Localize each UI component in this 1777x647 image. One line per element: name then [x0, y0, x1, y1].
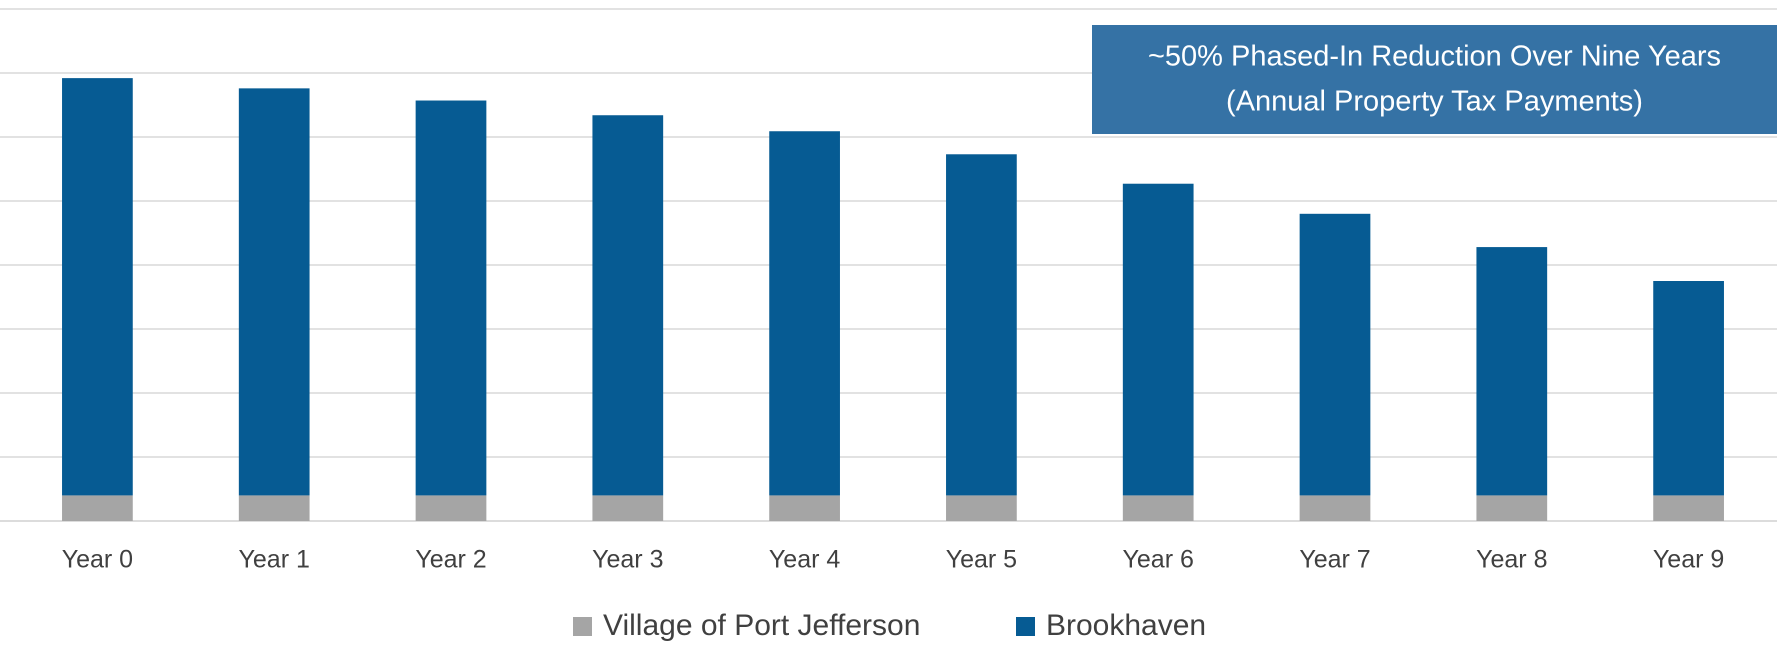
annotation-box	[1092, 25, 1777, 134]
bar-segment	[238, 495, 310, 521]
x-tick-label: Year 2	[415, 546, 486, 574]
annotation-text: (Annual Property Tax Payments)	[1226, 86, 1643, 118]
x-tick-label: Year 7	[1299, 546, 1370, 574]
x-tick-label: Year 4	[769, 546, 840, 574]
x-tick-label: Year 8	[1476, 546, 1547, 574]
legend-label: Brookhaven	[1046, 609, 1206, 642]
bar-segment	[1476, 247, 1548, 496]
x-tick-label: Year 6	[1123, 546, 1194, 574]
bar-segment	[592, 115, 664, 496]
bar-segment	[238, 88, 310, 496]
annotation: ~50% Phased-In Reduction Over Nine Years…	[1092, 25, 1777, 134]
bars	[62, 78, 1724, 521]
bar-segment	[1476, 495, 1548, 521]
legend-swatch	[573, 617, 592, 636]
x-tick-label: Year 0	[62, 546, 133, 574]
bar-segment	[592, 495, 664, 521]
legend-swatch	[1016, 617, 1035, 636]
bar-segment	[1122, 183, 1194, 496]
x-tick-label: Year 1	[239, 546, 310, 574]
legend-label: Village of Port Jefferson	[603, 609, 920, 642]
bar-segment	[946, 154, 1017, 496]
x-tick-label: Year 5	[946, 546, 1017, 574]
bar-segment	[62, 495, 133, 521]
annotation-text: ~50% Phased-In Reduction Over Nine Years	[1148, 41, 1721, 73]
bar-segment	[1122, 495, 1194, 521]
x-tick-label: Year 9	[1653, 546, 1724, 574]
bar-segment	[62, 78, 133, 496]
bar-segment	[1653, 281, 1724, 496]
bar-segment	[769, 495, 840, 521]
x-labels: Year 0 Year 1 Year 2 Year 3 Year 4 Year 5 Year…	[62, 546, 1725, 574]
bar-segment	[1653, 495, 1724, 521]
bar-segment	[1299, 495, 1371, 521]
bar-segment	[769, 131, 840, 496]
bar-segment	[415, 100, 487, 496]
legend: Village of Port Jefferson Brookhaven	[573, 609, 1206, 642]
bar-segment	[946, 495, 1017, 521]
bar-segment	[415, 495, 487, 521]
x-tick-label: Year 3	[592, 546, 663, 574]
bar-segment	[1299, 213, 1371, 496]
